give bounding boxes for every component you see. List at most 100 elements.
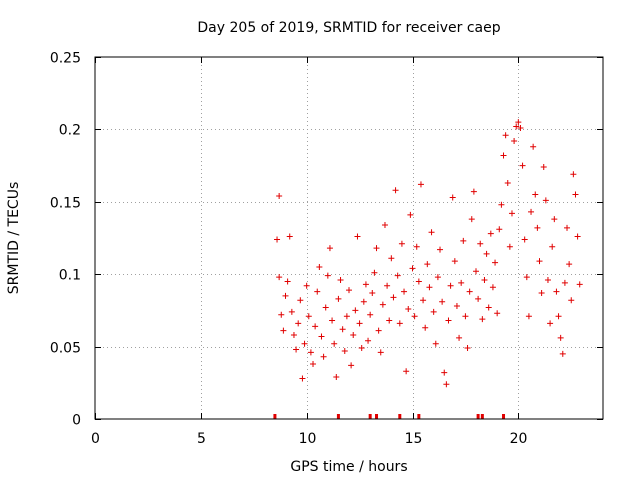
data-point xyxy=(460,237,467,244)
data-point xyxy=(445,317,452,324)
data-point xyxy=(451,258,458,265)
data-point xyxy=(492,259,499,266)
data-point xyxy=(280,327,287,334)
data-point xyxy=(470,188,477,195)
data-point xyxy=(449,194,456,201)
x-axis-mark xyxy=(502,414,506,419)
data-point xyxy=(295,320,302,327)
data-point xyxy=(462,313,469,320)
data-point xyxy=(513,123,520,130)
data-point xyxy=(299,375,306,382)
data-point xyxy=(515,119,522,126)
data-point xyxy=(388,255,395,262)
data-point xyxy=(350,332,357,339)
data-point xyxy=(428,229,435,236)
data-point xyxy=(536,258,543,265)
data-point xyxy=(335,295,342,302)
data-point xyxy=(331,340,338,347)
data-point xyxy=(517,124,524,131)
data-point xyxy=(392,187,399,194)
x-axis-marks xyxy=(273,414,506,419)
x-tick-label: 15 xyxy=(405,431,423,447)
data-point xyxy=(415,278,422,285)
data-point xyxy=(305,313,312,320)
data-point xyxy=(371,269,378,276)
data-point xyxy=(525,313,532,320)
data-point xyxy=(284,278,291,285)
data-point xyxy=(464,345,471,352)
data-point xyxy=(576,281,583,288)
data-point xyxy=(324,272,331,279)
data-point xyxy=(538,290,545,297)
data-point xyxy=(566,261,573,268)
data-point xyxy=(468,216,475,223)
data-point xyxy=(333,374,340,381)
y-axis-label: SRMTID / TECUs xyxy=(6,182,22,295)
x-axis-mark xyxy=(336,414,340,419)
data-point xyxy=(483,250,490,257)
data-point xyxy=(542,197,549,204)
data-point xyxy=(500,152,507,159)
data-point xyxy=(303,282,310,289)
data-point xyxy=(502,132,509,139)
y-tick-label: 0.25 xyxy=(50,51,81,67)
data-point xyxy=(369,290,376,297)
data-point xyxy=(521,236,528,243)
data-point xyxy=(466,288,473,295)
data-point xyxy=(352,307,359,314)
data-point xyxy=(494,310,501,317)
data-point xyxy=(549,243,556,250)
data-point xyxy=(343,313,350,320)
x-axis-mark xyxy=(476,414,480,419)
data-point xyxy=(485,304,492,311)
x-axis-mark xyxy=(417,414,421,419)
data-point xyxy=(394,272,401,279)
chart-title: Day 205 of 2019, SRMTID for receiver cae… xyxy=(197,20,500,36)
data-point xyxy=(441,369,448,376)
data-point xyxy=(329,317,336,324)
data-point xyxy=(290,332,297,339)
data-point xyxy=(293,346,300,353)
data-point xyxy=(458,279,465,286)
data-point xyxy=(496,226,503,233)
data-point xyxy=(564,224,571,231)
x-axis-mark xyxy=(480,414,484,419)
data-point xyxy=(506,243,513,250)
data-point xyxy=(346,287,352,294)
data-point xyxy=(511,137,518,144)
data-point xyxy=(504,179,511,186)
data-point xyxy=(358,345,365,352)
data-point xyxy=(530,143,537,150)
y-tick-label: 0.2 xyxy=(59,123,81,139)
data-point xyxy=(314,288,321,295)
data-point xyxy=(426,284,433,291)
data-point xyxy=(379,301,386,308)
data-point xyxy=(341,347,348,354)
data-point xyxy=(276,274,283,281)
data-points xyxy=(274,119,583,388)
data-point xyxy=(307,349,314,356)
data-point xyxy=(555,313,562,320)
data-point xyxy=(375,327,382,334)
x-axis-mark xyxy=(375,414,379,419)
data-point xyxy=(398,240,405,247)
data-point xyxy=(417,181,424,188)
data-point xyxy=(544,276,551,283)
data-point xyxy=(337,276,344,283)
data-point xyxy=(411,313,418,320)
data-point xyxy=(420,297,427,304)
data-point xyxy=(297,297,304,304)
data-point xyxy=(430,308,437,315)
data-point xyxy=(574,233,581,240)
data-point xyxy=(540,164,547,171)
data-point xyxy=(481,276,488,283)
axis-ticks: 0 5 10 15 20 0 0.05 0.1 0.15 0.2 0.25 xyxy=(50,51,603,447)
x-axis-mark xyxy=(398,414,402,419)
x-tick-label: 10 xyxy=(299,431,317,447)
data-point xyxy=(489,284,496,291)
data-point xyxy=(561,279,568,286)
data-point xyxy=(475,295,482,302)
data-point xyxy=(437,246,444,253)
data-point xyxy=(456,334,463,341)
